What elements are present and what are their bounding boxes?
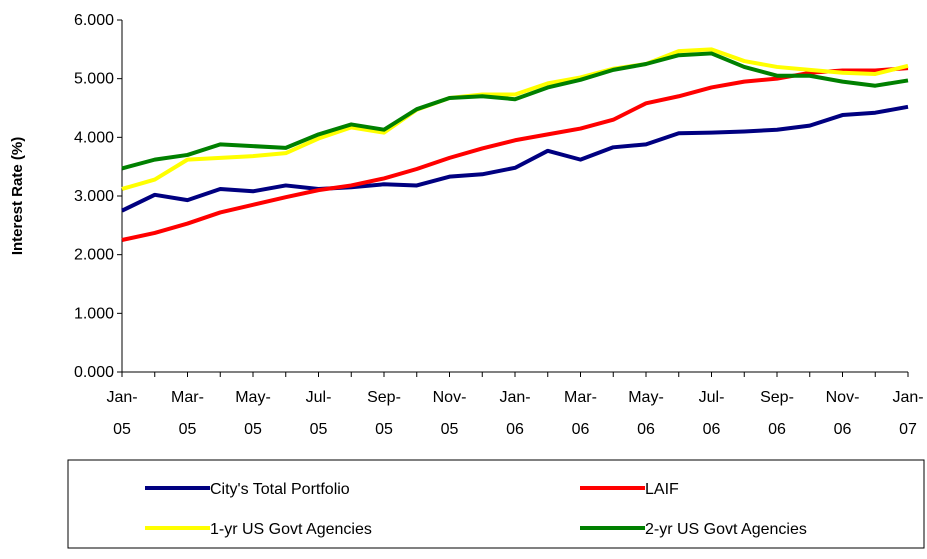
x-tick-label: May- 05 — [235, 389, 271, 438]
x-tick-label-part: 06 — [637, 421, 655, 438]
x-tick-label: May- 06 — [628, 389, 664, 438]
x-tick-label-part: Mar- — [171, 389, 204, 406]
x-tick-label: Mar- 06 — [564, 389, 597, 438]
x-tick-label-part: 06 — [834, 421, 852, 438]
y-tick-label: 0.000 — [74, 364, 114, 381]
x-tick-label-part: Jul- — [306, 389, 332, 406]
legend-label: City's Total Portfolio — [210, 481, 350, 498]
series-line — [121, 51, 909, 171]
series-line — [121, 47, 909, 191]
x-tick-label-part: May- — [628, 389, 664, 406]
x-tick-label-part: 06 — [768, 421, 786, 438]
x-tick-label-part: Sep- — [367, 389, 401, 406]
x-tick-label-part: Jan- — [499, 389, 530, 406]
x-tick-label: Mar- 05 — [171, 389, 204, 438]
y-tick-label: 4.000 — [74, 129, 114, 146]
series-line — [121, 104, 909, 213]
y-axis-label: Interest Rate (%) — [9, 137, 26, 255]
x-tick-label: Sep- 05 — [367, 389, 401, 438]
x-tick-label-part: 06 — [506, 421, 524, 438]
y-tick-label: 2.000 — [74, 247, 114, 264]
y-tick-label: 3.000 — [74, 188, 114, 205]
x-tick-label: Jul- 06 — [699, 389, 725, 438]
x-tick-label-part: Sep- — [760, 389, 794, 406]
legend-label: 2-yr US Govt Agencies — [645, 521, 807, 538]
x-tick-label-part: 05 — [244, 421, 262, 438]
x-tick-label-part: May- — [235, 389, 271, 406]
x-tick-label: Sep- 06 — [760, 389, 794, 438]
x-tick-label-part: 06 — [572, 421, 590, 438]
y-tick-label: 1.000 — [74, 305, 114, 322]
x-tick-label-part: Jan- — [106, 389, 137, 406]
x-tick-label: Jan- 06 — [499, 389, 530, 438]
legend-box — [67, 459, 925, 549]
x-tick-label: Jan- 05 — [106, 389, 137, 438]
x-tick-label-part: 05 — [375, 421, 393, 438]
legend-label: LAIF — [645, 481, 679, 498]
x-tick-label-part: 05 — [179, 421, 197, 438]
x-tick-label-part: 07 — [899, 421, 917, 438]
x-tick-label-part: 05 — [310, 421, 328, 438]
series-line — [121, 66, 909, 242]
y-tick-label: 5.000 — [74, 71, 114, 88]
x-tick-label-part: Jul- — [699, 389, 725, 406]
legend-label: 1-yr US Govt Agencies — [210, 521, 372, 538]
x-tick-label-part: Jan- — [892, 389, 923, 406]
x-tick-label-part: Nov- — [433, 389, 467, 406]
x-tick-label-part: Mar- — [564, 389, 597, 406]
x-tick-label-part: 05 — [113, 421, 131, 438]
x-tick-label: Nov- 05 — [433, 389, 467, 438]
x-tick-label: Nov- 06 — [826, 389, 860, 438]
x-tick-label-part: 05 — [441, 421, 459, 438]
x-tick-label-part: 06 — [703, 421, 721, 438]
x-tick-label: Jul- 05 — [306, 389, 332, 438]
x-tick-label-part: Nov- — [826, 389, 860, 406]
x-tick-label: Jan- 07 — [892, 389, 923, 438]
y-tick-label: 6.000 — [74, 12, 114, 29]
